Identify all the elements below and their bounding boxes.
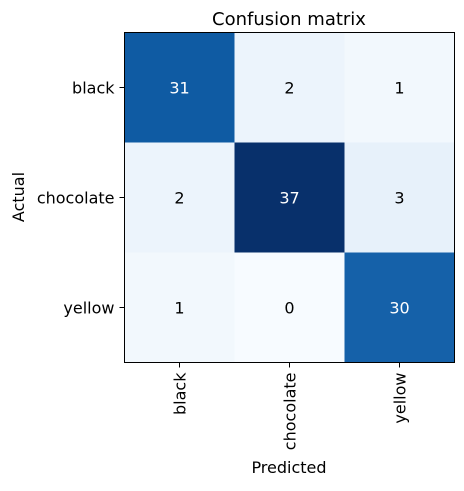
cell-value-label: 1 [394,79,404,98]
x-axis-label: Predicted [251,458,326,477]
heatmap-cell-black-yellow [344,32,455,143]
chart-title: Confusion matrix [212,9,366,30]
heatmap-cell-chocolate-yellow [344,142,455,253]
x-tick-label: yellow [391,373,410,424]
cell-value-label: 1 [174,299,184,318]
heatmap-cells [124,32,455,363]
y-tick-label: black [72,79,115,98]
x-tick-label: chocolate [281,373,300,451]
y-axis-ticks: black chocolate yellow [37,79,125,318]
heatmap-cell-black-black [124,32,235,143]
heatmap-cell-black-chocolate [234,32,345,143]
y-tick-label: yellow [63,299,114,318]
y-axis-label: Actual [9,172,28,222]
heatmap-cell-yellow-black [124,252,235,363]
cell-value-label: 3 [394,189,404,208]
cell-value-label: 37 [279,189,299,208]
heatmap-cell-chocolate-chocolate [234,142,345,253]
heatmap-cell-labels: 31 2 12 37 31 0 30 [169,79,409,318]
cell-value-label: 0 [284,299,294,318]
x-axis-ticks: black chocolate yellow [171,362,410,451]
heatmap-cell-yellow-yellow [344,252,455,363]
cell-value-label: 2 [174,189,184,208]
cell-value-label: 30 [389,299,409,318]
y-tick-label: chocolate [37,189,115,208]
heatmap-cell-chocolate-black [124,142,235,253]
x-tick-label: black [171,372,190,415]
cell-value-label: 31 [169,79,189,98]
cell-value-label: 2 [284,79,294,98]
heatmap-cell-yellow-chocolate [234,252,345,363]
